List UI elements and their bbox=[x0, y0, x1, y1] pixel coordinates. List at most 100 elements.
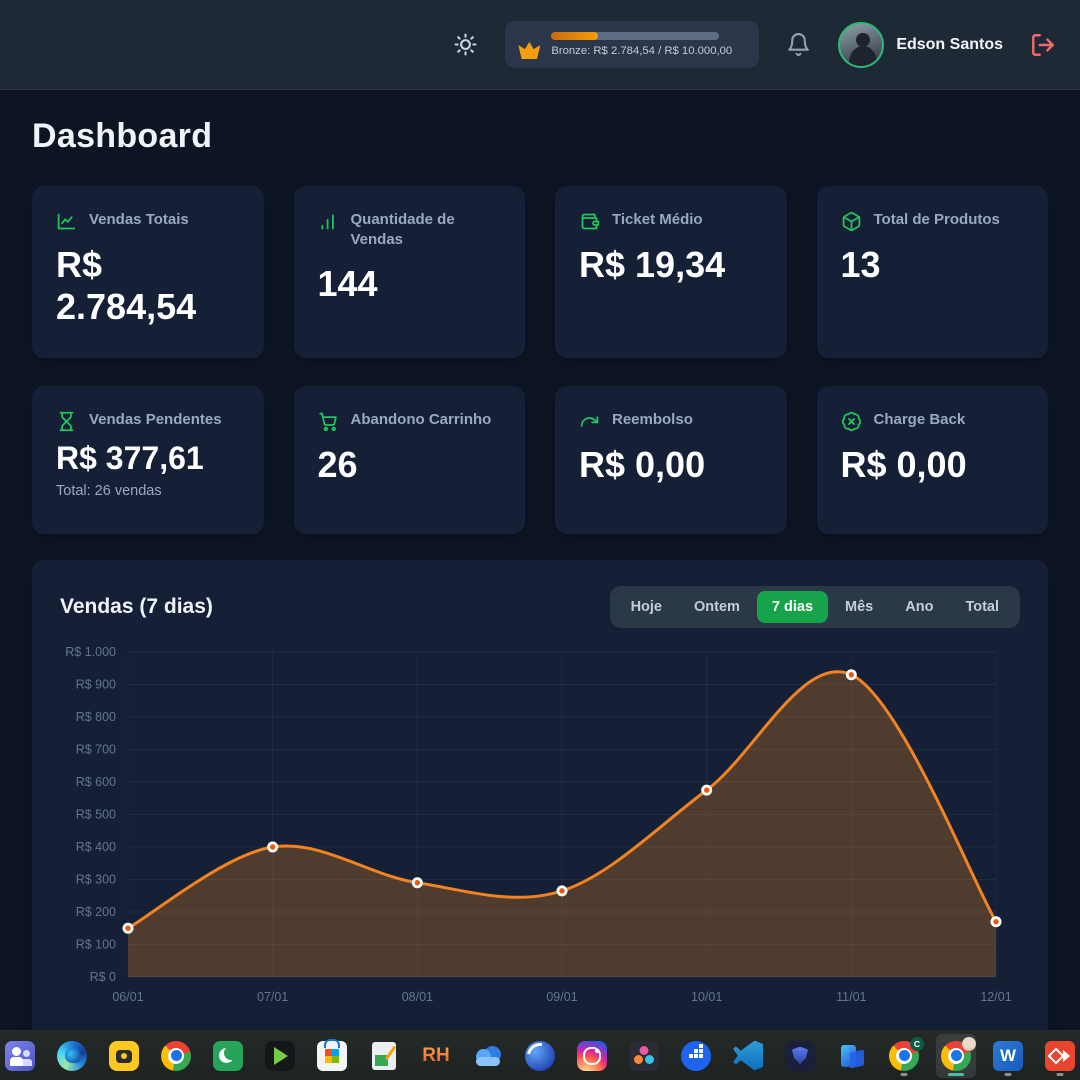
svg-text:09/01: 09/01 bbox=[546, 990, 577, 1004]
stat-label: Vendas Totais bbox=[89, 211, 189, 228]
svg-text:R$ 700: R$ 700 bbox=[76, 743, 116, 757]
logout-button[interactable] bbox=[1030, 32, 1056, 58]
progress-fill bbox=[551, 32, 599, 40]
instagram-icon bbox=[577, 1040, 607, 1071]
taskbar-davinci-resolve[interactable] bbox=[624, 1034, 664, 1078]
user-name: Edson Santos bbox=[896, 35, 1003, 53]
tab-hoje[interactable]: Hoje bbox=[616, 591, 677, 623]
user-menu[interactable]: Edson Santos bbox=[838, 21, 1003, 68]
svg-text:R$ 200: R$ 200 bbox=[76, 905, 116, 919]
tab-ano[interactable]: Ano bbox=[890, 591, 948, 623]
stat-label: Reembolso bbox=[612, 411, 693, 428]
taskbar-globe-app[interactable] bbox=[520, 1034, 560, 1078]
tab-mes[interactable]: Mês bbox=[830, 591, 888, 623]
bell-icon bbox=[788, 33, 810, 56]
running-indicator bbox=[1056, 1072, 1064, 1076]
chart-period-tabs: Hoje Ontem 7 dias Mês Ano Total bbox=[609, 586, 1020, 628]
svg-text:06/01: 06/01 bbox=[112, 990, 143, 1004]
tab-7-dias[interactable]: 7 dias bbox=[756, 591, 829, 623]
hourglass-icon bbox=[59, 411, 74, 432]
avatar bbox=[838, 21, 885, 68]
stats-grid: Vendas Totais R$ 2.784,54 Quantidade de … bbox=[32, 186, 1048, 534]
google-chrome-icon bbox=[161, 1040, 191, 1071]
taskbar-media-player-app[interactable] bbox=[260, 1034, 300, 1078]
taskbar-microsoft-teams[interactable] bbox=[0, 1034, 40, 1078]
line-chart-icon bbox=[57, 213, 76, 230]
stat-card-abandono-carrinho: Abandono Carrinho 26 bbox=[293, 386, 525, 534]
crescent-app-icon bbox=[213, 1040, 243, 1071]
taskbar-rh-app[interactable]: RH bbox=[416, 1034, 456, 1078]
notifications-button[interactable] bbox=[786, 32, 811, 57]
bar-chart-icon bbox=[321, 214, 334, 230]
security-shield-app-icon bbox=[785, 1040, 815, 1071]
svg-text:R$ 800: R$ 800 bbox=[76, 710, 116, 724]
stat-value: R$ 377,61 bbox=[56, 440, 204, 476]
google-chrome-icon bbox=[941, 1036, 976, 1071]
stat-label: Ticket Médio bbox=[612, 211, 703, 228]
taskbar-notes-app[interactable] bbox=[364, 1034, 404, 1078]
stat-card-total-produtos: Total de Produtos 13 bbox=[816, 186, 1048, 358]
svg-text:R$ 1.000: R$ 1.000 bbox=[65, 645, 116, 659]
active-indicator bbox=[948, 1072, 964, 1076]
theme-toggle-button[interactable] bbox=[453, 32, 478, 57]
taskbar-chrome-profile-c[interactable]: C bbox=[884, 1034, 924, 1078]
topbar: Bronze: R$ 2.784,54 / R$ 10.000,00 Edson… bbox=[0, 0, 1080, 90]
taskbar-vscode[interactable] bbox=[728, 1034, 768, 1078]
stat-value: R$ 0,00 bbox=[840, 444, 967, 485]
tab-total[interactable]: Total bbox=[950, 591, 1014, 623]
wallet-icon bbox=[581, 213, 600, 230]
taskbar-deploy-app[interactable] bbox=[1040, 1034, 1080, 1078]
chrome-profile-badge: C bbox=[910, 1036, 924, 1051]
svg-text:R$ 300: R$ 300 bbox=[76, 873, 116, 887]
svg-text:R$ 500: R$ 500 bbox=[76, 808, 116, 822]
taskbar-chrome-profile-active[interactable] bbox=[936, 1033, 976, 1078]
taskbar-crescent-app[interactable] bbox=[208, 1034, 248, 1078]
stat-value: 13 bbox=[840, 244, 881, 285]
stat-subtext: Total: 26 vendas bbox=[56, 482, 162, 499]
chargeback-x-icon bbox=[841, 411, 861, 432]
svg-text:07/01: 07/01 bbox=[257, 990, 288, 1004]
level-progress-track bbox=[551, 32, 720, 40]
stat-label: Vendas Pendentes bbox=[89, 411, 222, 428]
stat-value: R$ 2.784,54 bbox=[56, 244, 197, 328]
cloud-app-icon bbox=[473, 1041, 503, 1071]
running-indicator bbox=[900, 1072, 908, 1076]
phone-link-icon bbox=[837, 1041, 867, 1071]
google-chrome-icon: C bbox=[889, 1036, 924, 1071]
page-title: Dashboard bbox=[32, 117, 213, 155]
stat-label: Quantidade de Vendas bbox=[350, 211, 455, 249]
svg-text:R$ 600: R$ 600 bbox=[76, 775, 116, 789]
taskbar-microsoft-store[interactable] bbox=[312, 1034, 352, 1078]
svg-text:R$ 400: R$ 400 bbox=[76, 840, 116, 854]
package-icon bbox=[842, 211, 860, 232]
stat-card-ticket-medio: Ticket Médio R$ 19,34 bbox=[555, 186, 787, 358]
tab-ontem[interactable]: Ontem bbox=[679, 591, 755, 623]
globe-app-icon bbox=[525, 1040, 555, 1071]
stat-value: R$ 19,34 bbox=[579, 244, 726, 285]
level-progress-card[interactable]: Bronze: R$ 2.784,54 / R$ 10.000,00 bbox=[505, 21, 760, 68]
media-player-app-icon bbox=[265, 1040, 295, 1071]
taskbar-security-shield-app[interactable] bbox=[780, 1034, 820, 1078]
microsoft-teams-icon bbox=[5, 1040, 35, 1071]
chart-title: Vendas (7 dias) bbox=[60, 595, 213, 618]
svg-text:11/01: 11/01 bbox=[836, 990, 866, 1004]
taskbar-phone-link[interactable] bbox=[832, 1034, 872, 1078]
microsoft-edge-icon bbox=[57, 1040, 87, 1071]
taskbar-instagram[interactable] bbox=[572, 1034, 612, 1078]
dashboard-main: Dashboard Vendas Totais R$ 2.784,54 Quan… bbox=[0, 117, 1080, 1038]
taskbar-microsoft-edge[interactable] bbox=[52, 1034, 92, 1078]
taskbar-google-chrome[interactable] bbox=[156, 1034, 196, 1078]
sales-area-chart[interactable]: R$ 0 R$ 100 R$ 200 R$ 300 R$ 400 R$ 500 R$ 600… bbox=[60, 640, 1020, 1017]
sun-icon bbox=[454, 33, 477, 56]
stat-label: Abandono Carrinho bbox=[350, 411, 492, 428]
taskbar-camera-app[interactable] bbox=[104, 1034, 144, 1078]
stat-label: Charge Back bbox=[873, 411, 966, 428]
rh-app-icon: RH bbox=[421, 1041, 451, 1071]
svg-text:R$ 0: R$ 0 bbox=[90, 970, 116, 984]
taskbar-cloud-app[interactable] bbox=[468, 1034, 508, 1078]
refund-arrow-icon bbox=[580, 416, 599, 427]
microsoft-word-icon: W bbox=[993, 1040, 1023, 1071]
taskbar-docker[interactable] bbox=[676, 1034, 716, 1078]
deploy-app-icon bbox=[1045, 1040, 1075, 1071]
taskbar-microsoft-word[interactable]: W bbox=[988, 1034, 1028, 1078]
